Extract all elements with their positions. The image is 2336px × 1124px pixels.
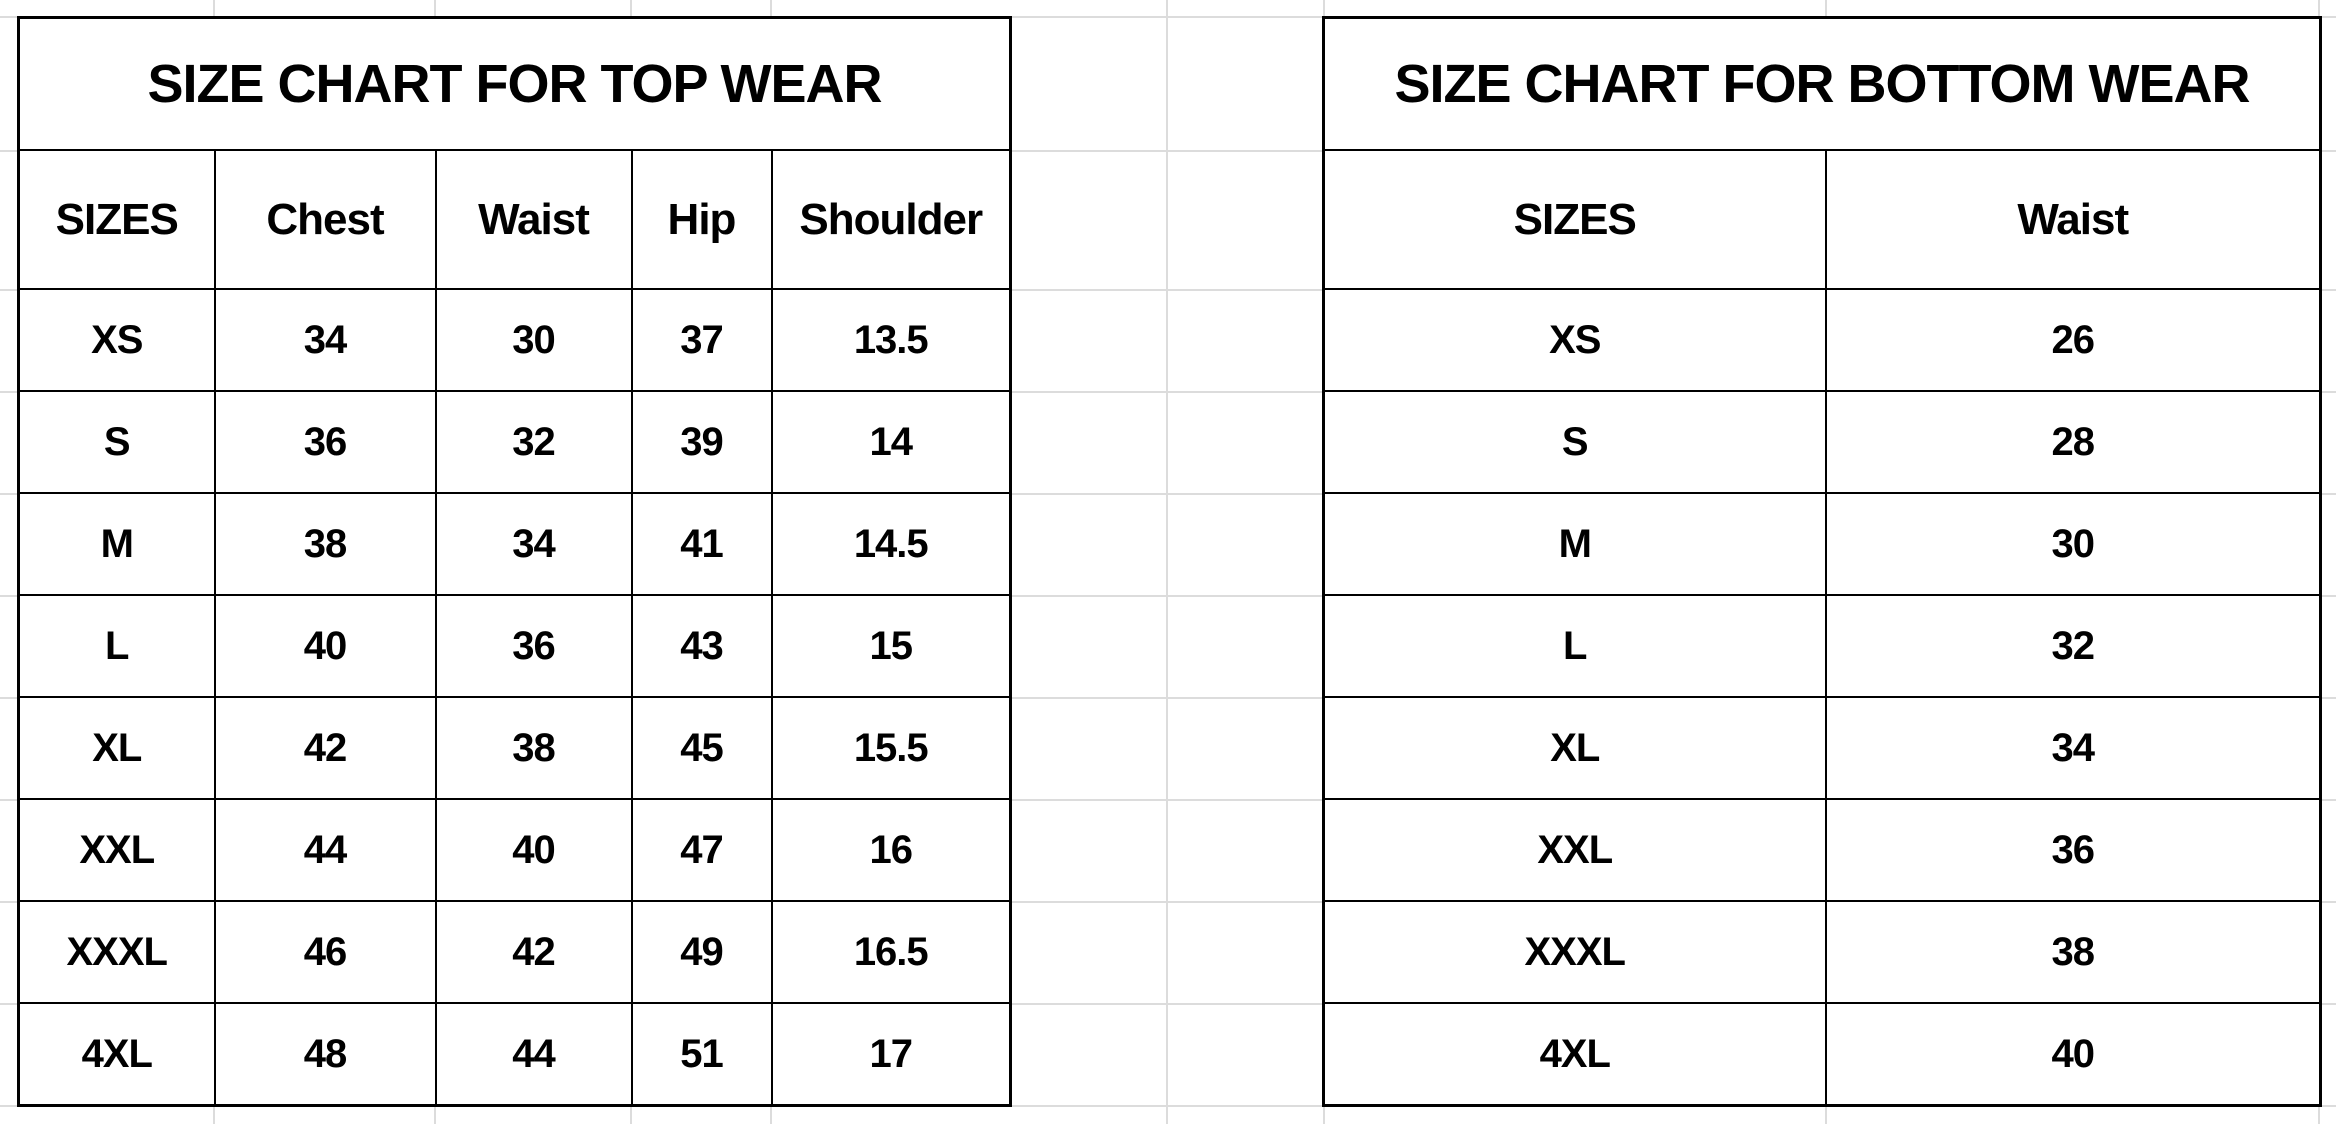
- table-row: S 36 32 39 14: [17, 390, 1012, 494]
- size-label-cell: XXXL: [1322, 900, 1827, 1004]
- measurement-cell: 16: [770, 798, 1012, 902]
- table-row: XL 34: [1322, 696, 2322, 800]
- measurement-cell: 30: [1824, 492, 2322, 596]
- table-row: XXL 44 40 47 16: [17, 798, 1012, 902]
- measurement-cell: 46: [213, 900, 437, 1004]
- table-row: XXXL 38: [1322, 900, 2322, 1004]
- measurement-cell: 42: [213, 696, 437, 800]
- size-label-cell: XXL: [17, 798, 216, 902]
- measurement-cell: 44: [213, 798, 437, 902]
- column-header: SIZES: [17, 149, 216, 290]
- table-row: XXXL 46 42 49 16.5: [17, 900, 1012, 1004]
- size-label-cell: XS: [1322, 288, 1827, 392]
- measurement-cell: 17: [770, 1002, 1012, 1107]
- size-label-cell: 4XL: [17, 1002, 216, 1107]
- measurement-cell: 32: [434, 390, 633, 494]
- bottom-wear-size-chart: SIZE CHART FOR BOTTOM WEAR SIZES Waist XS 2…: [1322, 16, 2322, 1107]
- size-label-cell: XL: [1322, 696, 1827, 800]
- measurement-cell: 14.5: [770, 492, 1012, 596]
- grid-row-line: [0, 799, 2336, 801]
- column-header: Chest: [213, 149, 437, 290]
- measurement-cell: 30: [434, 288, 633, 392]
- size-label-cell: M: [17, 492, 216, 596]
- column-header: Hip: [630, 149, 773, 290]
- header-row: SIZES Chest Waist Hip Shoulder: [17, 149, 1012, 290]
- column-header: Waist: [1824, 149, 2322, 290]
- measurement-cell: 42: [434, 900, 633, 1004]
- grid-row-line: [0, 289, 2336, 291]
- grid-row-line: [0, 1105, 2336, 1107]
- grid-row-line: [0, 1003, 2336, 1005]
- column-header: SIZES: [1322, 149, 1827, 290]
- table-row: 4XL 40: [1322, 1002, 2322, 1107]
- size-label-cell: XXL: [1322, 798, 1827, 902]
- measurement-cell: 28: [1824, 390, 2322, 494]
- table-row: S 28: [1322, 390, 2322, 494]
- measurement-cell: 47: [630, 798, 773, 902]
- bottom-wear-title: SIZE CHART FOR BOTTOM WEAR: [1322, 16, 2322, 151]
- measurement-cell: 34: [1824, 696, 2322, 800]
- header-row: SIZES Waist: [1322, 149, 2322, 290]
- size-label-cell: XXXL: [17, 900, 216, 1004]
- measurement-cell: 40: [213, 594, 437, 698]
- measurement-cell: 26: [1824, 288, 2322, 392]
- grid-column-line: [1166, 0, 1168, 1124]
- grid-row-line: [0, 391, 2336, 393]
- measurement-cell: 34: [213, 288, 437, 392]
- measurement-cell: 38: [1824, 900, 2322, 1004]
- table-row: L 40 36 43 15: [17, 594, 1012, 698]
- measurement-cell: 40: [1824, 1002, 2322, 1107]
- size-label-cell: XL: [17, 696, 216, 800]
- measurement-cell: 15.5: [770, 696, 1012, 800]
- column-header: Waist: [434, 149, 633, 290]
- measurement-cell: 39: [630, 390, 773, 494]
- measurement-cell: 13.5: [770, 288, 1012, 392]
- size-label-cell: M: [1322, 492, 1827, 596]
- measurement-cell: 15: [770, 594, 1012, 698]
- grid-row-line: [0, 595, 2336, 597]
- table-row: L 32: [1322, 594, 2322, 698]
- grid-row-line: [0, 901, 2336, 903]
- measurement-cell: 36: [1824, 798, 2322, 902]
- size-label-cell: 4XL: [1322, 1002, 1827, 1107]
- measurement-cell: 38: [434, 696, 633, 800]
- size-label-cell: S: [17, 390, 216, 494]
- size-label-cell: XS: [17, 288, 216, 392]
- top-wear-title: SIZE CHART FOR TOP WEAR: [17, 16, 1012, 151]
- grid-row-line: [0, 16, 2336, 18]
- measurement-cell: 16.5: [770, 900, 1012, 1004]
- measurement-cell: 45: [630, 696, 773, 800]
- measurement-cell: 38: [213, 492, 437, 596]
- table-row: M 30: [1322, 492, 2322, 596]
- grid-row-line: [0, 697, 2336, 699]
- measurement-cell: 48: [213, 1002, 437, 1107]
- measurement-cell: 34: [434, 492, 633, 596]
- measurement-cell: 40: [434, 798, 633, 902]
- measurement-cell: 14: [770, 390, 1012, 494]
- measurement-cell: 49: [630, 900, 773, 1004]
- table-row: XXL 36: [1322, 798, 2322, 902]
- column-header: Shoulder: [770, 149, 1012, 290]
- measurement-cell: 36: [213, 390, 437, 494]
- measurement-cell: 36: [434, 594, 633, 698]
- measurement-cell: 43: [630, 594, 773, 698]
- measurement-cell: 41: [630, 492, 773, 596]
- grid-row-line: [0, 493, 2336, 495]
- measurement-cell: 51: [630, 1002, 773, 1107]
- table-row: 4XL 48 44 51 17: [17, 1002, 1012, 1107]
- measurement-cell: 32: [1824, 594, 2322, 698]
- top-wear-size-chart: SIZE CHART FOR TOP WEAR SIZES Chest Waist H…: [17, 16, 1012, 1107]
- table-row: XS 34 30 37 13.5: [17, 288, 1012, 392]
- grid-row-line: [0, 150, 2336, 152]
- measurement-cell: 37: [630, 288, 773, 392]
- table-row: XL 42 38 45 15.5: [17, 696, 1012, 800]
- size-label-cell: L: [1322, 594, 1827, 698]
- size-label-cell: S: [1322, 390, 1827, 494]
- size-label-cell: L: [17, 594, 216, 698]
- table-row: M 38 34 41 14.5: [17, 492, 1012, 596]
- table-row: XS 26: [1322, 288, 2322, 392]
- measurement-cell: 44: [434, 1002, 633, 1107]
